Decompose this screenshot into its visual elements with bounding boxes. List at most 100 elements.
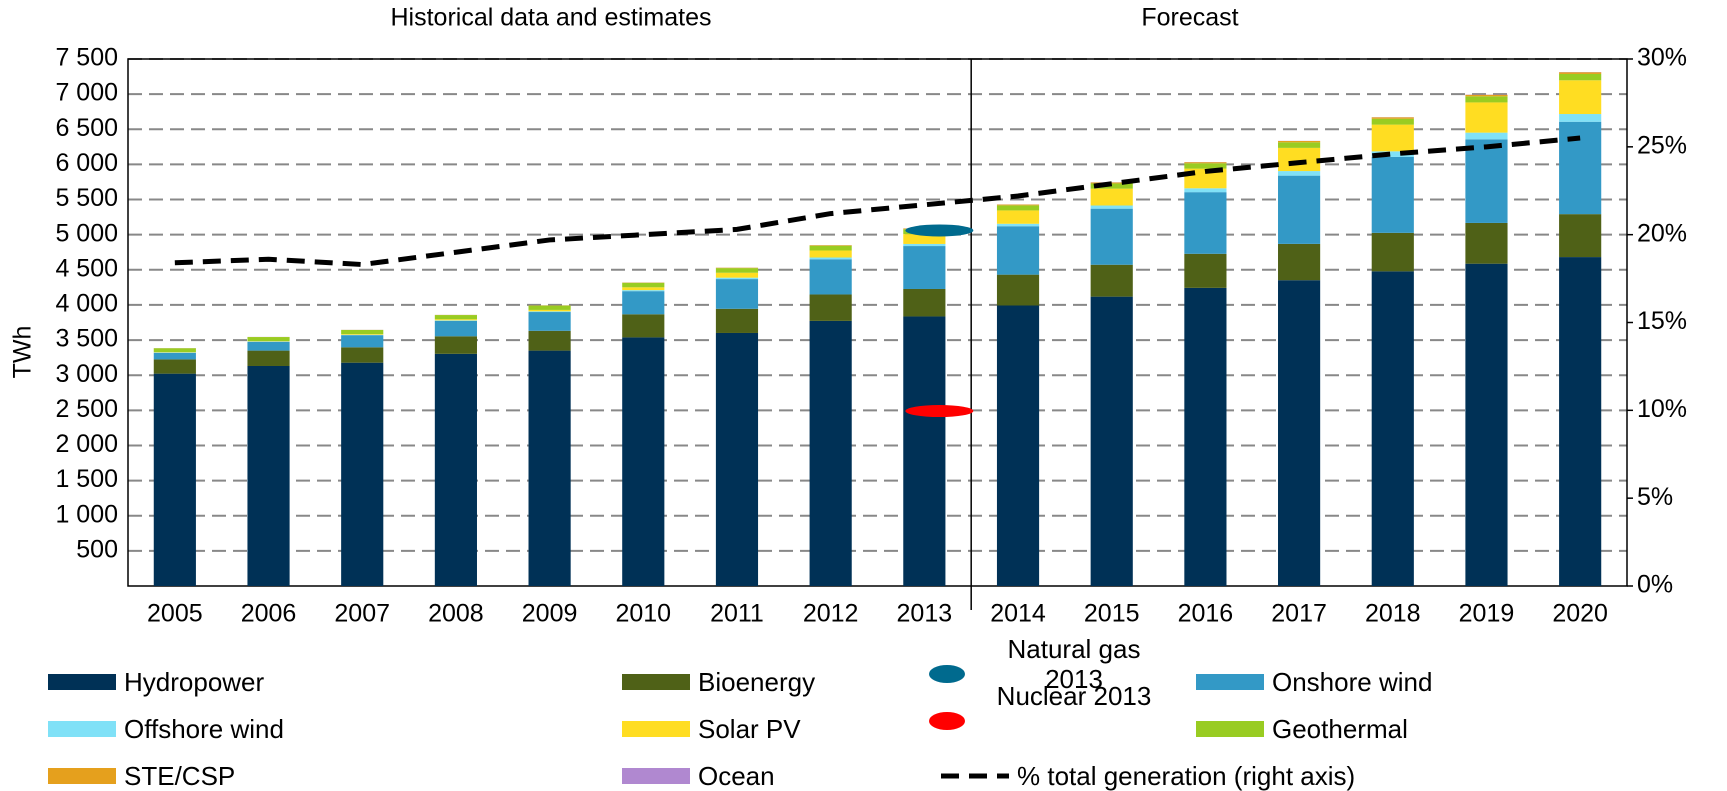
bar-segment bbox=[1371, 124, 1414, 152]
legend-swatch bbox=[622, 674, 690, 690]
bar-segment bbox=[1371, 118, 1414, 125]
line-series bbox=[174, 135, 1581, 268]
bar-segment bbox=[1559, 80, 1602, 115]
x-tick-label: 2009 bbox=[522, 600, 578, 628]
bar-segment bbox=[903, 234, 946, 244]
bar-segment bbox=[247, 341, 290, 351]
legend-marker bbox=[929, 665, 965, 683]
legend-label: Natural gas 2013 bbox=[1007, 634, 1141, 694]
y-tick-label: 2 000 bbox=[55, 430, 118, 458]
bar-segment bbox=[434, 353, 477, 586]
bar-segment bbox=[1559, 121, 1602, 215]
bar-segment bbox=[1371, 232, 1414, 272]
bar-segment bbox=[528, 311, 571, 313]
bar-segment bbox=[1278, 175, 1321, 244]
bar-segment bbox=[996, 223, 1040, 227]
bar-segment bbox=[1278, 141, 1321, 143]
bar-segment bbox=[715, 277, 759, 280]
bar-segment bbox=[1184, 287, 1227, 586]
bar-segment bbox=[434, 336, 477, 354]
bar-segment bbox=[247, 337, 290, 342]
bar-segment bbox=[434, 320, 477, 337]
bar-segment bbox=[622, 337, 665, 586]
legend-label: Offshore wind bbox=[124, 714, 284, 744]
legend-swatch bbox=[622, 721, 690, 737]
bar-segment bbox=[622, 290, 665, 292]
marker bbox=[905, 224, 974, 237]
bar-segment bbox=[715, 279, 759, 309]
legend-label: % total generation (right axis) bbox=[1017, 761, 1356, 791]
bar-segment bbox=[153, 359, 196, 374]
x-tick-label: 2008 bbox=[428, 600, 484, 628]
legend-swatch bbox=[1196, 674, 1264, 690]
x-tick-label: 2014 bbox=[990, 600, 1046, 628]
y-axis-label: TWh bbox=[9, 326, 37, 379]
bar-segment bbox=[434, 315, 477, 320]
bar-segment bbox=[1465, 94, 1508, 97]
bar-segment bbox=[528, 312, 571, 331]
bar-segment bbox=[809, 259, 852, 295]
bar-segment bbox=[809, 245, 852, 246]
bar-segment bbox=[1559, 73, 1602, 81]
bar-segment bbox=[809, 250, 852, 258]
bar-segment bbox=[1090, 182, 1133, 184]
y-tick-label: 5 500 bbox=[55, 184, 118, 212]
bar-segment bbox=[622, 287, 665, 291]
bar-segment bbox=[1090, 296, 1133, 586]
legend-swatch bbox=[622, 768, 690, 784]
bar-segment bbox=[1090, 208, 1133, 265]
y-tick-label: 1 500 bbox=[55, 465, 118, 493]
legend-label: Hydropower bbox=[124, 667, 265, 697]
bar-segment bbox=[247, 350, 290, 366]
y2-tick-label: 25% bbox=[1637, 131, 1687, 159]
x-tick-label: 2007 bbox=[334, 600, 390, 628]
bar-segment bbox=[715, 308, 759, 333]
y2-tick-label: 0% bbox=[1637, 571, 1673, 599]
bar-segment bbox=[341, 334, 384, 335]
y-tick-label: 7 500 bbox=[55, 44, 118, 72]
x-tick-label: 2013 bbox=[897, 600, 953, 628]
bar-segment bbox=[153, 352, 196, 360]
bar-segment bbox=[1465, 132, 1508, 140]
bar-segment bbox=[153, 348, 196, 353]
bar-segment bbox=[622, 291, 665, 315]
bar-segment bbox=[715, 268, 759, 273]
bar-segment bbox=[1090, 264, 1133, 297]
bar-segment bbox=[434, 319, 477, 321]
y-tick-label: 3 500 bbox=[55, 325, 118, 353]
bar-segment bbox=[1371, 156, 1414, 233]
bar-segment bbox=[809, 294, 852, 321]
bar-segment bbox=[341, 347, 384, 363]
bar-segment bbox=[1278, 280, 1321, 586]
x-tick-label: 2005 bbox=[147, 600, 203, 628]
bar-segment bbox=[341, 362, 384, 586]
bar-segment bbox=[247, 365, 290, 586]
annotation: Forecast bbox=[1141, 4, 1238, 32]
bar-segment bbox=[1090, 205, 1133, 209]
bar-segment bbox=[1371, 151, 1414, 157]
bar-segment bbox=[1559, 114, 1602, 122]
bar-segment bbox=[1559, 72, 1602, 74]
y-tick-label: 7 000 bbox=[55, 79, 118, 107]
y-tick-label: 4 000 bbox=[55, 290, 118, 318]
x-tick-label: 2019 bbox=[1459, 600, 1515, 628]
bar-segment bbox=[1465, 139, 1508, 223]
bar-segment bbox=[528, 350, 571, 586]
legend-label: Onshore wind bbox=[1272, 667, 1433, 697]
bar-segment bbox=[903, 246, 946, 289]
x-tick-label: 2011 bbox=[710, 600, 764, 628]
bar-segment bbox=[996, 210, 1040, 224]
legend-label: Bioenergy bbox=[698, 667, 816, 697]
legend-swatch bbox=[1196, 721, 1264, 737]
bar-segment bbox=[434, 320, 477, 321]
bar-segment bbox=[1371, 271, 1414, 586]
legend-swatch bbox=[48, 674, 116, 690]
x-tick-label: 2012 bbox=[803, 600, 859, 628]
legend-label: STE/CSP bbox=[124, 761, 236, 791]
bar-segment bbox=[996, 204, 1040, 206]
bar-segment bbox=[1559, 214, 1602, 258]
bar-segment bbox=[809, 257, 852, 260]
y2-tick-label: 5% bbox=[1637, 483, 1673, 511]
y-tick-label: 1 000 bbox=[55, 500, 118, 528]
